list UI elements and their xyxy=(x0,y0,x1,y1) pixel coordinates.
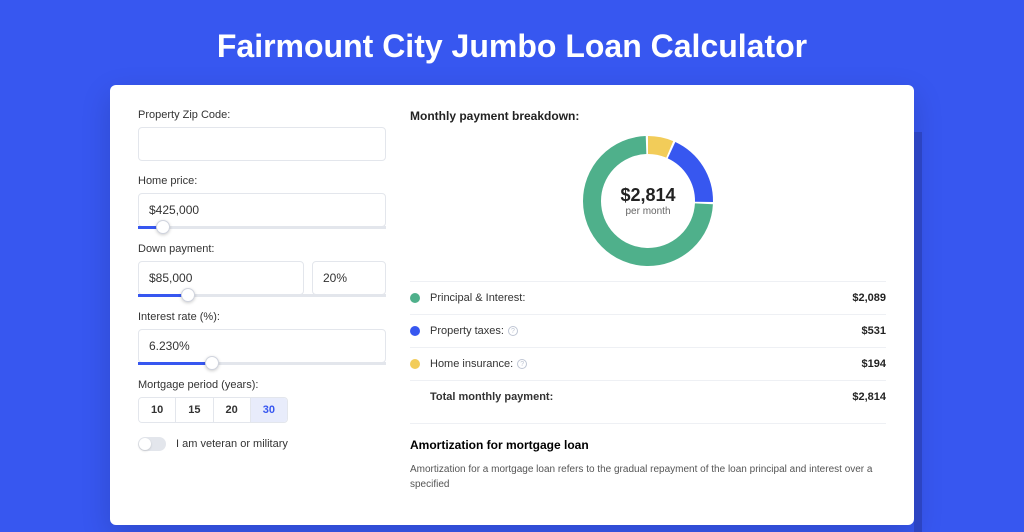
home-price-input[interactable] xyxy=(138,193,386,227)
down-payment-input[interactable] xyxy=(138,261,304,295)
legend-dot-taxes xyxy=(410,326,420,336)
legend-label-insurance-text: Home insurance: xyxy=(430,358,513,370)
period-group: Mortgage period (years): 10 15 20 30 xyxy=(138,379,386,423)
donut-chart: $2,814 per month xyxy=(582,135,714,267)
period-tab-30[interactable]: 30 xyxy=(251,398,287,422)
interest-group: Interest rate (%): xyxy=(138,311,386,365)
interest-slider[interactable] xyxy=(138,362,386,365)
card-shadow xyxy=(914,132,922,532)
legend-label-total: Total monthly payment: xyxy=(430,391,852,403)
legend-label-insurance: Home insurance: ? xyxy=(430,358,862,370)
donut-amount: $2,814 xyxy=(620,185,675,206)
zip-label: Property Zip Code: xyxy=(138,109,386,121)
breakdown-panel: Monthly payment breakdown: $2,814 per mo… xyxy=(410,109,886,501)
interest-input[interactable] xyxy=(138,329,386,363)
down-payment-pct-input[interactable] xyxy=(312,261,386,295)
donut-sub: per month xyxy=(625,206,670,217)
amortization-text: Amortization for a mortgage loan refers … xyxy=(410,462,886,492)
info-icon[interactable]: ? xyxy=(508,326,518,336)
legend-value-principal: $2,089 xyxy=(852,292,886,304)
veteran-toggle-thumb xyxy=(139,438,151,450)
legend-value-taxes: $531 xyxy=(862,325,886,337)
legend-label-taxes-text: Property taxes: xyxy=(430,325,504,337)
inputs-panel: Property Zip Code: Home price: Down paym… xyxy=(138,109,386,501)
zip-group: Property Zip Code: xyxy=(138,109,386,161)
down-payment-slider-thumb[interactable] xyxy=(181,288,195,302)
legend-dot-principal xyxy=(410,293,420,303)
legend-row-insurance: Home insurance: ? $194 xyxy=(410,347,886,380)
breakdown-title: Monthly payment breakdown: xyxy=(410,109,886,123)
veteran-label: I am veteran or military xyxy=(176,438,288,450)
interest-slider-thumb[interactable] xyxy=(205,356,219,370)
amortization-section: Amortization for mortgage loan Amortizat… xyxy=(410,423,886,492)
down-payment-label: Down payment: xyxy=(138,243,386,255)
donut-wrap: $2,814 per month xyxy=(410,135,886,267)
period-label: Mortgage period (years): xyxy=(138,379,386,391)
amortization-title: Amortization for mortgage loan xyxy=(410,438,886,452)
period-tab-20[interactable]: 20 xyxy=(214,398,251,422)
zip-input[interactable] xyxy=(138,127,386,161)
info-icon[interactable]: ? xyxy=(517,359,527,369)
legend-label-principal: Principal & Interest: xyxy=(430,292,852,304)
legend-value-total: $2,814 xyxy=(852,391,886,403)
down-payment-group: Down payment: xyxy=(138,243,386,297)
period-tab-10[interactable]: 10 xyxy=(139,398,176,422)
home-price-label: Home price: xyxy=(138,175,386,187)
legend-row-total: Total monthly payment: $2,814 xyxy=(410,380,886,413)
calculator-card: Property Zip Code: Home price: Down paym… xyxy=(110,85,914,525)
home-price-slider-thumb[interactable] xyxy=(156,220,170,234)
page-title: Fairmount City Jumbo Loan Calculator xyxy=(0,0,1024,85)
legend-dot-insurance xyxy=(410,359,420,369)
veteran-toggle[interactable] xyxy=(138,437,166,451)
legend-row-principal: Principal & Interest: $2,089 xyxy=(410,281,886,314)
legend-label-taxes: Property taxes: ? xyxy=(430,325,862,337)
down-payment-slider[interactable] xyxy=(138,294,386,297)
period-tabs: 10 15 20 30 xyxy=(138,397,288,423)
veteran-row: I am veteran or military xyxy=(138,437,386,451)
interest-label: Interest rate (%): xyxy=(138,311,386,323)
home-price-group: Home price: xyxy=(138,175,386,229)
home-price-slider[interactable] xyxy=(138,226,386,229)
period-tab-15[interactable]: 15 xyxy=(176,398,213,422)
legend-row-taxes: Property taxes: ? $531 xyxy=(410,314,886,347)
legend-value-insurance: $194 xyxy=(862,358,886,370)
